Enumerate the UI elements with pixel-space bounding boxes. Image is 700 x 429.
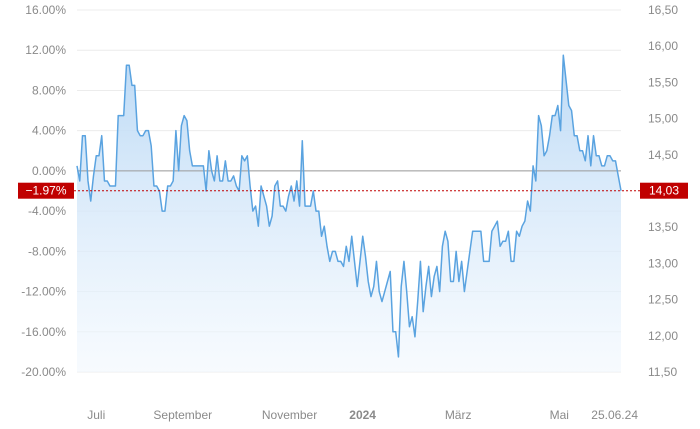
left-tick-label: 4.00% xyxy=(32,124,66,138)
right-tick-label: 16,50 xyxy=(648,3,678,17)
price-area xyxy=(77,55,621,372)
left-tick-label: -12.00% xyxy=(21,285,66,299)
left-tick-label: -4.00% xyxy=(28,204,66,218)
right-tick-label: 11,50 xyxy=(648,365,677,379)
left-tick-label: 0.00% xyxy=(32,164,66,178)
right-tick-label: 15,50 xyxy=(648,75,678,89)
x-tick-label: Mai xyxy=(550,408,569,422)
left-tick-label: 16.00% xyxy=(25,3,66,17)
x-tick-label: 25.06.24 xyxy=(591,408,638,422)
current-percent-badge: −1.97% xyxy=(18,182,74,199)
current-price-badge: 14,03 xyxy=(640,182,688,199)
right-tick-label: 12,50 xyxy=(648,293,678,307)
left-axis: 16.00% 12.00% 8.00% 4.00% 0.00% -4.00% -8.00% -… xyxy=(21,3,66,379)
right-axis: 16,5016,0015,5015,0014,5014,0013,5013,00… xyxy=(648,3,678,379)
price-line xyxy=(76,54,622,358)
left-tick-label: -8.00% xyxy=(28,244,66,258)
x-axis: Juli September November 2024 März Mai 25.06.24 xyxy=(87,408,638,422)
x-tick-label: September xyxy=(153,408,212,422)
left-tick-label: -16.00% xyxy=(21,325,66,339)
left-tick-label: 8.00% xyxy=(32,83,66,97)
x-tick-label: 2024 xyxy=(349,408,376,422)
right-tick-label: 14,50 xyxy=(648,148,678,162)
right-tick-label: 13,00 xyxy=(648,256,678,270)
left-tick-label: 12.00% xyxy=(25,43,66,57)
current-percent-label: −1.97% xyxy=(25,184,66,198)
current-price-label: 14,03 xyxy=(649,184,679,198)
right-tick-label: 16,00 xyxy=(648,39,678,53)
right-tick-label: 13,50 xyxy=(648,220,678,234)
left-tick-label: -20.00% xyxy=(21,365,66,379)
x-tick-label: März xyxy=(445,408,472,422)
right-tick-label: 15,00 xyxy=(648,112,678,126)
x-tick-label: Juli xyxy=(87,408,105,422)
right-tick-label: 12,00 xyxy=(648,329,678,343)
x-tick-label: November xyxy=(262,408,317,422)
